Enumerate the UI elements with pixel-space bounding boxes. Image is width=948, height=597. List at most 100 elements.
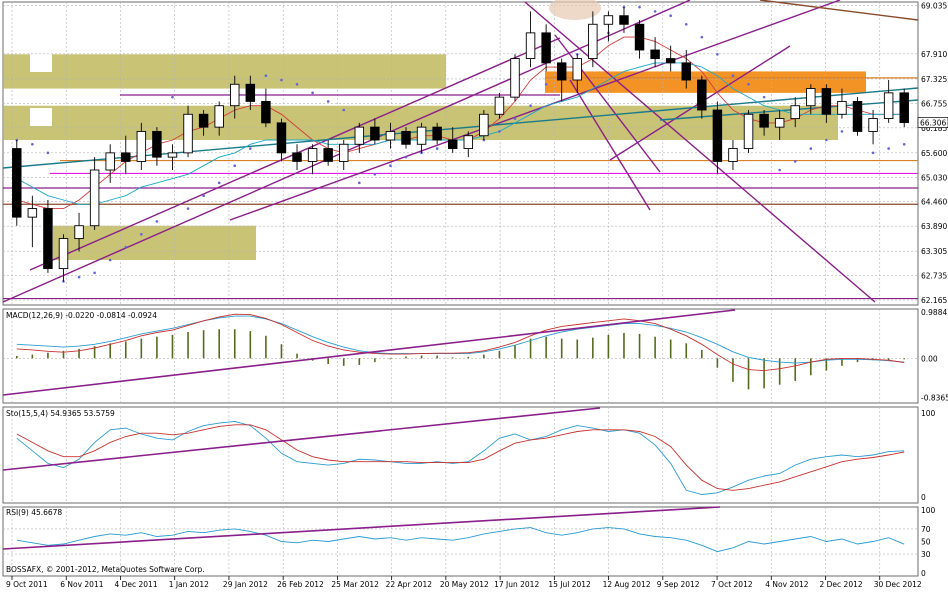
candle-body: [230, 83, 240, 107]
candle-body: [510, 58, 520, 98]
time-axis-label: 4 Dec 2011: [114, 580, 157, 589]
time-axis-label: 26 Feb 2012: [277, 580, 324, 589]
macd-title: MACD(12,26,9) -0.0220 -0.0814 -0.0924: [6, 311, 157, 320]
price-panel: 69.035 67.910 67.325 66.755 66.185 65.600 65.0…: [2, 0, 948, 306]
time-axis-label: 29 Jan 2012: [223, 580, 268, 589]
time-axis: 9 Oct 2011 6 Nov 2011 4 Dec 2011 1 Jan 2012…: [6, 576, 922, 589]
trend-line: [229, 0, 841, 221]
sar-dot: [638, 5, 641, 9]
price-zone: [3, 54, 446, 89]
current-price-label: 66.306: [920, 119, 946, 128]
candle-body: [27, 208, 38, 218]
rsi-title: RSI(9) 45.6678: [6, 508, 62, 517]
candle-body: [58, 238, 69, 270]
candle-body: [743, 113, 754, 150]
time-axis-label: 9 Sep 2012: [657, 580, 700, 589]
copyright-footer: BOSSAFX, © 2001-2012, MetaQuotes Softwar…: [6, 565, 205, 574]
macd-trend-line: [2, 309, 736, 396]
candle-body: [852, 100, 863, 132]
candle-body: [634, 23, 645, 51]
rsi-axis-label: 30: [921, 550, 931, 559]
candle-body: [121, 152, 131, 162]
stochastic-trend-line: [2, 407, 601, 471]
sar-dot: [513, 117, 517, 120]
price-axis-label: 63.305: [921, 247, 947, 256]
sar-dot: [700, 35, 704, 39]
candle-body: [152, 130, 162, 158]
candle-body: [665, 58, 676, 64]
time-axis-label: 6 Nov 2011: [60, 580, 103, 589]
candle-body: [619, 15, 629, 25]
candle-body: [198, 113, 209, 128]
time-axis-label: 4 Nov 2012: [765, 580, 808, 589]
price-axis-label: 62.165: [921, 296, 947, 305]
price-axis-label: 66.185: [921, 124, 947, 133]
sar-dot: [342, 108, 346, 112]
rsi-panel-frame: [2, 506, 919, 577]
rsi-axis-label: 0: [921, 569, 926, 578]
sar-dot: [311, 91, 314, 95]
price-axis-label: 63.890: [921, 222, 947, 231]
sar-dot: [871, 151, 875, 155]
rsi-trend-line: [2, 506, 721, 550]
macd-line: [16, 315, 905, 364]
candle-body: [821, 88, 832, 115]
candle-body: [728, 148, 738, 162]
sar-dot: [280, 78, 283, 82]
candle-body: [525, 32, 536, 60]
candle-body: [868, 118, 878, 132]
candle-body: [276, 122, 287, 154]
sar-dot: [186, 207, 190, 210]
sar-dot: [793, 160, 797, 163]
candle-body: [89, 169, 100, 227]
stochastic-axis-label: 0: [921, 493, 926, 502]
sar-dot: [716, 52, 719, 56]
time-axis-label: 7 Oct 2012: [711, 580, 753, 589]
sar-dot: [435, 147, 439, 150]
rsi-axis-label: 100: [921, 506, 936, 515]
candle-body: [401, 130, 411, 145]
sar-dot: [902, 142, 906, 146]
rsi-axis-label: 50: [921, 538, 931, 547]
macd-axis-label: -0.8365: [921, 394, 948, 403]
stochastic-panel: Sto(15,5,4) 54.9365 53.5759 100 0: [2, 406, 936, 504]
price-axis-label: 69.035: [921, 2, 947, 11]
sar-dot: [93, 271, 96, 275]
candle-body: [307, 148, 318, 162]
zone-gap: [30, 46, 52, 72]
candle-body: [774, 118, 785, 128]
rsi-axis-label: 70: [921, 525, 931, 534]
price-axis-label: 65.030: [921, 173, 947, 182]
sar-dot: [373, 172, 377, 176]
price-axis-label: 64.460: [921, 198, 947, 207]
time-axis-label: 12 Aug 2012: [603, 580, 651, 589]
candle-body: [370, 126, 380, 141]
candle-body: [12, 148, 22, 218]
time-axis-label: 25 Mar 2012: [331, 580, 379, 589]
sar-dot: [731, 74, 735, 78]
current-price-box: [917, 117, 948, 128]
time-axis-label: 22 Apr 2012: [386, 580, 433, 589]
stochastic-title: Sto(15,5,4) 54.9365 53.5759: [6, 409, 115, 418]
sar-dot: [233, 164, 237, 168]
candle-body: [572, 58, 582, 81]
macd-signal-line: [16, 313, 905, 372]
sar-dot: [887, 147, 890, 150]
price-axis-label: 66.755: [921, 99, 947, 108]
trend-line: [569, 79, 651, 211]
candle-body: [494, 96, 505, 115]
time-axis-label: 30 Dec 2012: [874, 580, 922, 589]
candle-body: [323, 148, 333, 162]
candle-body: [447, 139, 458, 150]
rsi-line: [16, 527, 905, 553]
sar-dot: [684, 22, 688, 26]
macd-axis-label: 0.9884: [921, 308, 947, 317]
price-axis-label: 62.735: [921, 272, 947, 281]
time-axis-label: 20 May 2012: [440, 580, 489, 589]
candle-body: [806, 88, 816, 107]
sar-dot: [389, 164, 392, 168]
trend-line: [759, 0, 919, 21]
sar-dot: [358, 181, 361, 185]
